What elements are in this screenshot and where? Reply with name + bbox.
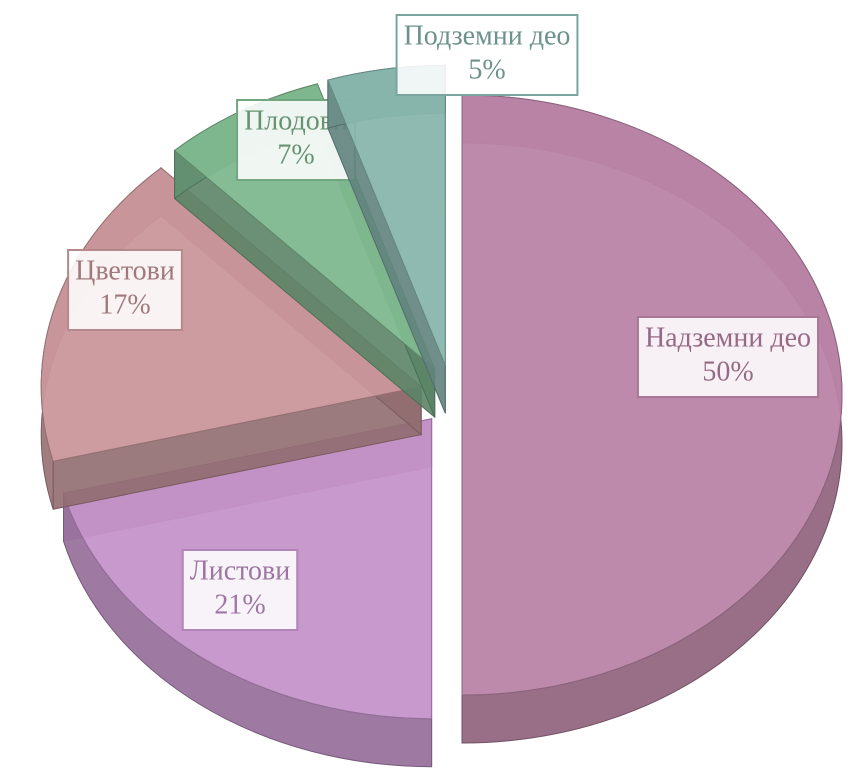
label-box bbox=[181, 549, 299, 631]
label-name: Подземни део bbox=[404, 20, 571, 51]
label-value: 5% bbox=[468, 54, 505, 85]
slice bbox=[461, 94, 843, 744]
label-box bbox=[67, 249, 183, 331]
label-box bbox=[395, 14, 579, 96]
label-value: 21% bbox=[214, 589, 265, 620]
label-name: Листови bbox=[190, 555, 290, 586]
label-value: 7% bbox=[277, 139, 314, 170]
label-value: 50% bbox=[702, 356, 753, 387]
label-value: 17% bbox=[99, 289, 150, 320]
label-name: Цветови bbox=[75, 255, 175, 286]
slice-top bbox=[40, 167, 423, 462]
label-box bbox=[636, 316, 820, 398]
label-name: Надземни део bbox=[645, 322, 811, 353]
